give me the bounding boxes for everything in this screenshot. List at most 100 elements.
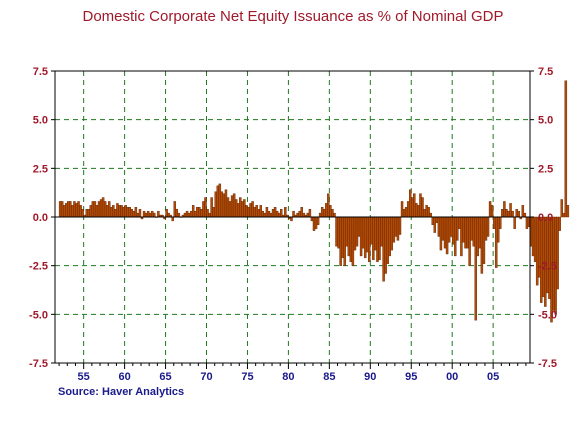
bar (517, 210, 520, 218)
bar (374, 216, 377, 251)
x-tick-label: 05 (487, 371, 499, 383)
bar (347, 216, 351, 257)
bar (413, 193, 416, 218)
bar (394, 216, 398, 237)
bar (75, 203, 78, 218)
y-tick-label: 7.5 (538, 66, 553, 78)
bar (220, 191, 224, 218)
bar (353, 216, 357, 251)
bar (318, 212, 322, 218)
bar (335, 216, 338, 247)
bar (419, 193, 422, 218)
bar (218, 183, 222, 218)
bar (261, 210, 265, 218)
bar (312, 216, 316, 231)
x-tick-label: 00 (446, 371, 458, 383)
bar (130, 209, 134, 218)
y-tick-label: -5.0 (29, 309, 48, 321)
bar (251, 201, 254, 218)
bar (165, 209, 168, 218)
bar (333, 212, 336, 218)
bar (505, 209, 508, 218)
bar (466, 216, 469, 249)
bar (93, 201, 97, 218)
bar (202, 201, 205, 218)
bar (132, 210, 136, 218)
bar (171, 216, 174, 222)
bar (89, 205, 93, 218)
bar (87, 209, 91, 218)
bar (128, 207, 131, 218)
x-tick-label: 55 (78, 371, 90, 383)
x-tick-label: 85 (323, 371, 335, 383)
y-axis-left: 7.5 5.0 2.5 0.0 -2.5 -5.0 -7.5 (29, 66, 48, 370)
bar (308, 209, 312, 218)
bar (273, 207, 277, 218)
bar (484, 216, 488, 241)
y-tick-label: -7.5 (29, 358, 48, 370)
bar (298, 210, 301, 218)
bar (187, 212, 191, 218)
bar (58, 201, 62, 218)
bar (445, 216, 449, 255)
bar (523, 212, 527, 218)
bar (402, 209, 406, 218)
bar (214, 191, 217, 218)
bar (361, 216, 365, 249)
bar (327, 193, 330, 218)
bar (259, 205, 262, 218)
bar (499, 216, 502, 229)
x-tick-label: 75 (241, 371, 253, 383)
bar (417, 205, 420, 218)
bar (183, 212, 187, 218)
bar (368, 216, 371, 262)
bar (310, 216, 314, 222)
bar (392, 216, 396, 243)
bar (157, 210, 160, 218)
bars (58, 80, 570, 323)
bar (206, 209, 209, 218)
bar (478, 216, 482, 249)
bar (515, 209, 518, 218)
bar (546, 216, 549, 294)
bar (306, 212, 310, 218)
bar (208, 212, 211, 218)
bar (470, 216, 473, 241)
bar (91, 201, 95, 218)
bar (167, 212, 170, 218)
bar (243, 199, 246, 218)
bar (234, 199, 238, 218)
bar (228, 201, 232, 218)
bar (224, 189, 228, 218)
bar (357, 216, 361, 237)
bar (556, 216, 559, 290)
bar (535, 216, 539, 286)
bar (136, 212, 140, 218)
bar (542, 216, 545, 298)
bar (144, 212, 148, 218)
y-tick-label: 2.5 (538, 163, 553, 175)
bar (120, 205, 123, 218)
bar (486, 216, 490, 237)
bar (511, 210, 514, 218)
x-axis: 55 60 65 70 75 80 85 90 95 00 05 (78, 371, 500, 383)
bar (103, 201, 107, 218)
bar (488, 201, 492, 218)
bar (382, 216, 385, 282)
bar (200, 209, 203, 218)
tick-marks (51, 70, 534, 369)
x-tick-label: 80 (282, 371, 294, 383)
bar (421, 197, 424, 218)
bar (503, 201, 506, 218)
bar (341, 216, 344, 259)
bar (404, 207, 408, 218)
y-tick-label: 2.5 (33, 163, 48, 175)
bar (198, 207, 201, 218)
bar (447, 216, 451, 243)
bar (257, 209, 260, 218)
bar (85, 209, 88, 218)
bar (226, 197, 230, 218)
bar (189, 210, 193, 218)
bar (451, 216, 455, 245)
bar (216, 185, 219, 218)
